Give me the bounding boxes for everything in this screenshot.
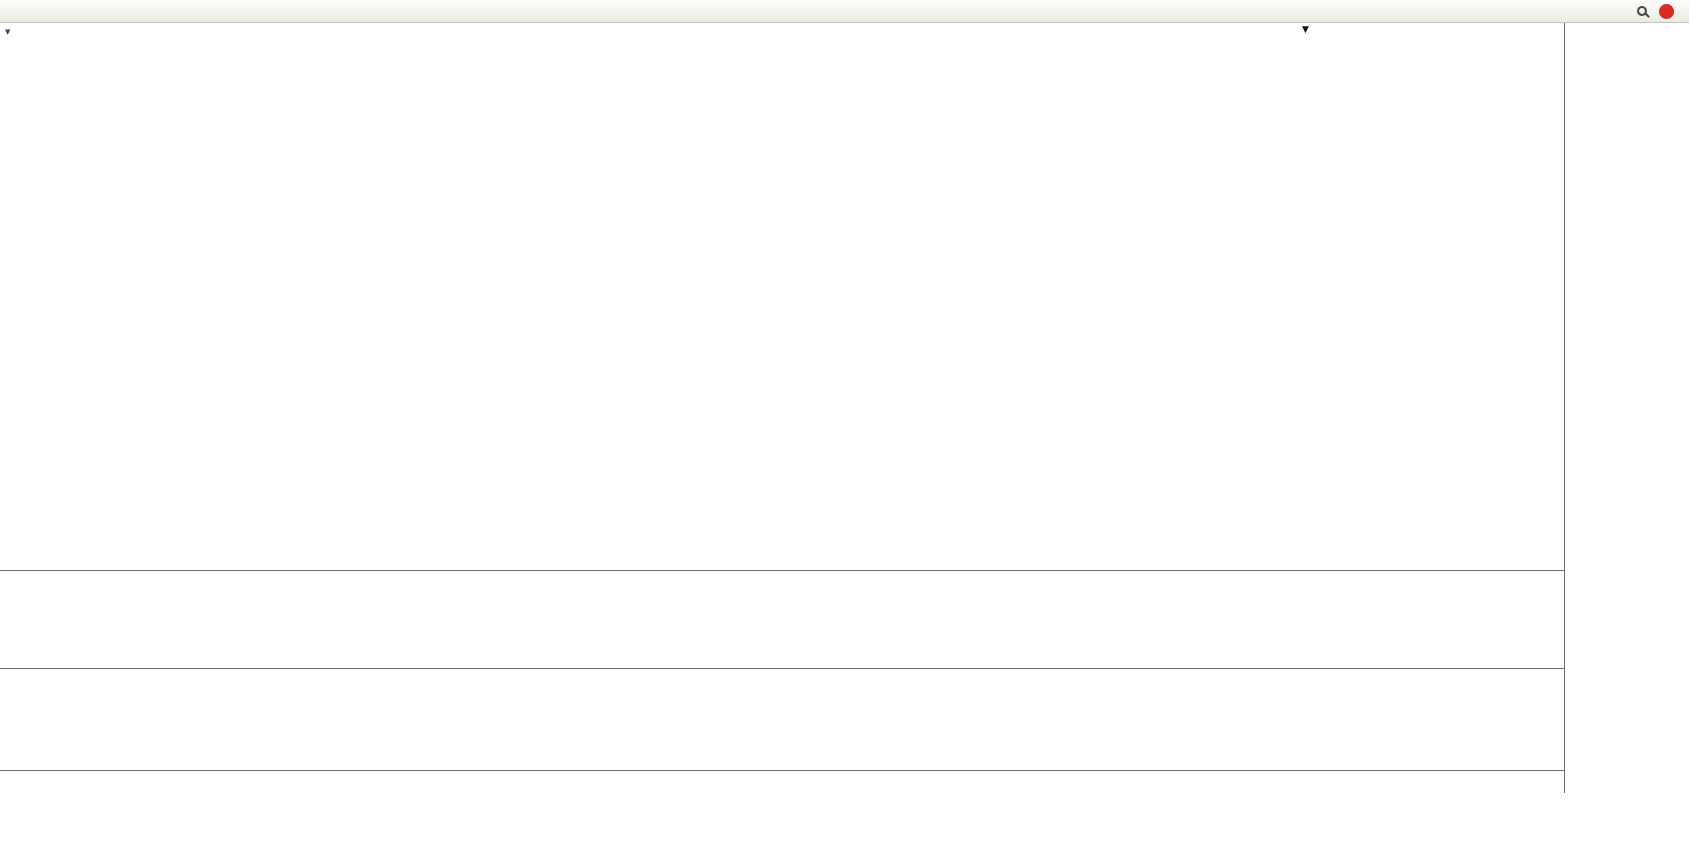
search-icon[interactable] [1637,6,1647,16]
chart-shift-marker[interactable]: ▼ [1302,25,1309,35]
macd-plot[interactable] [0,571,1564,668]
notification-badge[interactable] [1659,3,1674,19]
toolbar-right [1637,3,1674,19]
rsi-plot[interactable] [0,669,1564,770]
toolbar [0,0,1689,23]
symbol-info: ▼ [5,28,22,36]
rsi-panel[interactable] [0,669,1564,771]
time-axis[interactable] [0,771,1564,793]
candlestick-plot[interactable] [0,23,1564,570]
price-axis[interactable] [1564,23,1689,793]
one-click-trading-toggle[interactable]: ▼ [5,28,11,36]
macd-panel[interactable] [0,571,1564,669]
main-chart-panel[interactable]: ▼ ▼ [0,23,1564,571]
